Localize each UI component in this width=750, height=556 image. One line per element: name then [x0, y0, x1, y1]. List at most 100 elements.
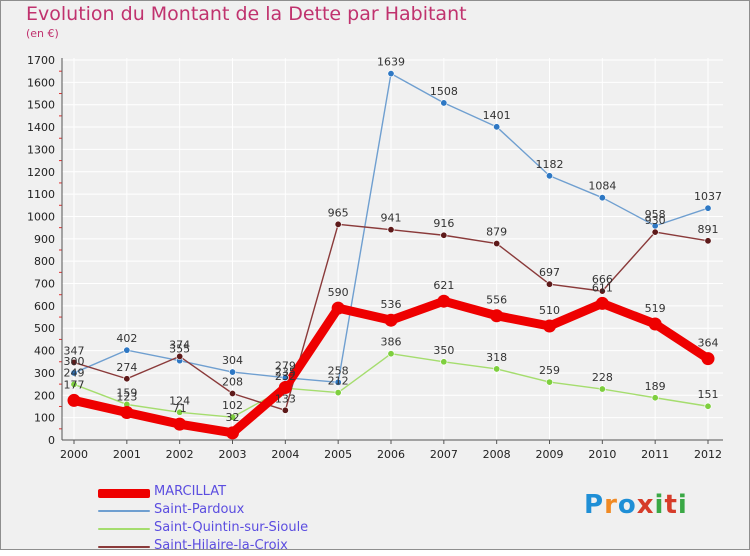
- data-label: 958: [645, 208, 666, 221]
- data-point: [334, 378, 342, 386]
- data-label: 350: [433, 344, 454, 357]
- data-point: [176, 352, 184, 360]
- data-label: 1401: [483, 109, 511, 122]
- data-point: [595, 296, 609, 310]
- data-label: 519: [645, 302, 666, 315]
- x-tick-label: 2008: [483, 448, 511, 461]
- x-tick-label: 2001: [113, 448, 141, 461]
- logo-letter: r: [604, 490, 618, 520]
- data-point: [226, 426, 239, 440]
- data-label: 151: [698, 388, 719, 401]
- data-point: [70, 358, 78, 366]
- data-label: 177: [64, 378, 85, 391]
- data-label: 71: [173, 402, 187, 415]
- legend-item: MARCILLAT: [98, 484, 428, 502]
- data-label: 879: [486, 226, 507, 239]
- y-tick-label: 0: [48, 434, 55, 447]
- data-label: 124: [169, 394, 190, 407]
- data-point: [173, 417, 187, 431]
- y-tick-label: 1700: [27, 54, 55, 67]
- x-tick-label: 2009: [536, 448, 564, 461]
- x-tick-label: 2000: [60, 448, 88, 461]
- x-tick-label: 2007: [430, 448, 458, 461]
- logo-letter: P: [584, 490, 605, 520]
- chart-legend: MARCILLAT Saint-Pardoux Saint-Quintin-sur-…: [98, 484, 428, 556]
- y-tick-label: 500: [34, 322, 55, 335]
- data-label: 611: [592, 281, 613, 294]
- data-label: 1639: [377, 56, 405, 69]
- data-point: [598, 194, 606, 202]
- data-label: 965: [328, 206, 349, 219]
- legend-label: Saint-Hilaire-la-Croix: [154, 538, 288, 553]
- data-label: 621: [433, 279, 454, 292]
- data-label: 402: [116, 332, 137, 345]
- logo-letter: i: [677, 490, 688, 520]
- data-label: 133: [275, 392, 296, 405]
- data-label: 941: [381, 212, 402, 225]
- logo-letter: o: [617, 490, 637, 520]
- data-label: 232: [275, 370, 296, 383]
- data-label: 1182: [536, 158, 564, 171]
- y-tick-label: 1200: [27, 166, 55, 179]
- data-point: [281, 374, 289, 382]
- data-label: 697: [539, 266, 560, 279]
- data-point: [70, 369, 78, 377]
- data-label: 666: [592, 273, 613, 286]
- data-label: 347: [64, 344, 85, 357]
- logo-letter: t: [664, 490, 678, 520]
- data-point: [334, 220, 342, 228]
- legend-swatch: [98, 510, 150, 512]
- logo-letter: i: [654, 490, 665, 520]
- data-label: 386: [381, 336, 402, 349]
- chart-title: Evolution du Montant de la Dette par Hab…: [26, 3, 467, 25]
- data-label: 249: [64, 366, 85, 379]
- x-tick-label: 2003: [219, 448, 247, 461]
- data-label: 304: [222, 354, 243, 367]
- legend-label: Saint-Quintin-sur-Sioule: [154, 520, 309, 535]
- y-tick-label: 1000: [27, 210, 55, 223]
- data-point: [229, 368, 237, 376]
- legend-item: Saint-Hilaire-la-Croix: [98, 538, 428, 556]
- y-tick-label: 800: [34, 255, 55, 268]
- y-tick-label: 200: [34, 389, 55, 402]
- data-point: [598, 287, 606, 295]
- data-label: 274: [116, 361, 137, 374]
- data-point: [490, 309, 504, 323]
- data-point: [331, 301, 345, 315]
- y-tick-label: 900: [34, 233, 55, 246]
- data-label: 510: [539, 304, 560, 317]
- x-tick-label: 2012: [694, 448, 722, 461]
- data-point: [651, 394, 659, 402]
- data-label: 374: [169, 338, 190, 351]
- data-point: [545, 378, 553, 386]
- data-label: 1037: [694, 190, 722, 203]
- y-tick-label: 1600: [27, 76, 55, 89]
- data-point: [384, 313, 398, 327]
- y-tick-label: 700: [34, 278, 55, 291]
- data-point: [229, 413, 237, 421]
- chart-unit-label: (en €): [26, 27, 59, 40]
- x-tick-label: 2005: [324, 448, 352, 461]
- x-tick-label: 2011: [641, 448, 669, 461]
- data-point: [543, 319, 556, 333]
- data-point: [493, 123, 501, 131]
- data-point: [701, 352, 715, 366]
- data-point: [545, 280, 553, 288]
- data-label: 235: [275, 365, 296, 378]
- data-label: 590: [328, 286, 349, 299]
- data-point: [387, 226, 395, 234]
- data-point: [387, 70, 395, 78]
- data-point: [334, 389, 342, 397]
- data-point: [120, 406, 134, 420]
- y-tick-label: 400: [34, 345, 55, 358]
- data-point: [704, 237, 712, 245]
- proxiti-logo: Proxiti: [584, 490, 688, 520]
- data-point: [437, 294, 451, 308]
- data-point: [598, 385, 606, 393]
- data-point: [440, 231, 448, 239]
- data-label: 259: [539, 364, 560, 377]
- legend-label: Saint-Pardoux: [154, 502, 245, 517]
- x-tick-label: 2004: [271, 448, 299, 461]
- legend-item: Saint-Quintin-sur-Sioule: [98, 520, 428, 538]
- data-point: [648, 317, 662, 331]
